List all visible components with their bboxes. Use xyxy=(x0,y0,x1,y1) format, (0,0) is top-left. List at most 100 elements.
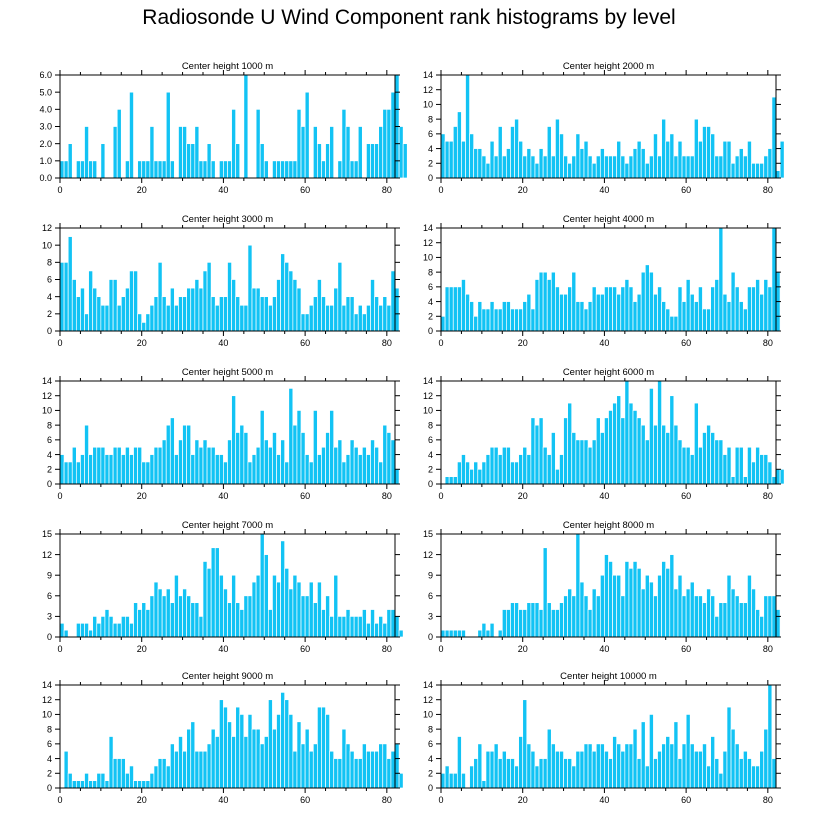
plot-frame xyxy=(440,684,777,789)
histogram-bar xyxy=(730,476,736,485)
histogram-bar xyxy=(677,140,683,179)
y-tick-label: 12 xyxy=(42,223,52,233)
histogram-bar xyxy=(272,432,277,485)
histogram-bar xyxy=(325,714,330,789)
y-tick-label: 0 xyxy=(47,783,52,793)
histogram-bar xyxy=(223,461,228,485)
histogram-bar xyxy=(677,286,683,332)
histogram-bar xyxy=(718,772,724,789)
histogram-bar xyxy=(657,286,662,332)
histogram-bar xyxy=(169,160,175,179)
x-tick-label: 0 xyxy=(438,795,443,805)
histogram-bar xyxy=(67,461,73,485)
histogram-bar xyxy=(669,395,675,485)
histogram-bar xyxy=(202,561,208,638)
histogram-bar xyxy=(149,454,155,485)
histogram-bar xyxy=(673,155,679,179)
histogram-bar xyxy=(67,143,73,179)
histogram-bar xyxy=(210,547,216,638)
histogram-bar xyxy=(608,561,613,638)
histogram-bar xyxy=(263,439,269,485)
histogram-bar xyxy=(112,126,118,179)
histogram-bar xyxy=(759,293,765,332)
x-tick-label: 40 xyxy=(218,795,228,805)
histogram-bar xyxy=(165,304,171,332)
histogram-bar xyxy=(775,609,781,638)
histogram-bar xyxy=(194,126,200,179)
y-tick-label: 8 xyxy=(47,724,52,734)
histogram-bar xyxy=(665,140,671,179)
histogram-bar xyxy=(133,780,138,789)
histogram-bar xyxy=(67,772,73,789)
histogram-bar xyxy=(538,148,544,179)
histogram-bar xyxy=(84,772,89,789)
histogram-bar xyxy=(738,148,744,179)
histogram-bar xyxy=(190,143,196,179)
histogram-bar xyxy=(280,540,286,638)
histogram-bar xyxy=(223,296,228,332)
histogram-bar xyxy=(661,118,667,179)
histogram-bar xyxy=(92,616,98,638)
histogram-bar xyxy=(767,461,773,485)
histogram-bar xyxy=(698,595,703,638)
histogram-bar xyxy=(734,286,740,332)
histogram-bar xyxy=(210,296,216,332)
histogram-bar xyxy=(378,304,384,332)
histogram-bar xyxy=(461,140,466,179)
histogram-bar xyxy=(612,574,618,638)
histogram-panel: Center height 3000 m 0 2 4 6 8 10 12 0 20 40 60 80 xyxy=(42,214,400,348)
histogram-bar xyxy=(194,439,200,485)
x-tick-label: 0 xyxy=(57,185,62,195)
histogram-bar xyxy=(481,780,487,789)
histogram-bar xyxy=(497,126,503,179)
histogram-bar xyxy=(751,286,756,332)
histogram-bar xyxy=(559,602,564,638)
histogram-bar xyxy=(759,750,765,789)
histogram-bar xyxy=(137,446,143,485)
histogram-bar xyxy=(595,155,601,179)
histogram-bar xyxy=(579,581,585,638)
histogram-bar xyxy=(357,304,363,332)
histogram-bar xyxy=(698,286,703,332)
histogram-bar xyxy=(579,750,585,789)
histogram-bar xyxy=(210,728,216,789)
histogram-bar xyxy=(108,736,114,789)
histogram-bar xyxy=(620,155,626,179)
histogram-bar xyxy=(567,402,573,485)
histogram-bar xyxy=(550,432,556,485)
histogram-bar xyxy=(80,622,85,638)
y-tick-label: 12 xyxy=(423,550,433,560)
histogram-bar xyxy=(88,629,94,638)
histogram-bar xyxy=(349,296,355,332)
histogram-bar xyxy=(477,148,483,179)
histogram-bar xyxy=(296,287,302,332)
histogram-bar xyxy=(390,609,396,638)
histogram-bar xyxy=(178,736,183,789)
histogram-bar xyxy=(104,780,110,789)
histogram-bar xyxy=(357,616,363,638)
histogram-bar xyxy=(485,629,491,638)
histogram-bar xyxy=(612,736,618,789)
histogram-bar xyxy=(604,155,609,179)
histogram-bar xyxy=(726,706,732,789)
x-tick-label: 60 xyxy=(300,491,310,501)
histogram-bar xyxy=(563,417,568,485)
histogram-bar xyxy=(722,602,728,638)
histogram-bar xyxy=(125,287,130,332)
histogram-bar xyxy=(706,126,711,179)
histogram-bar xyxy=(526,602,532,638)
histogram-bar xyxy=(644,574,650,638)
histogram-bar xyxy=(575,750,581,789)
y-tick-label: 10 xyxy=(423,253,433,263)
histogram-bar xyxy=(714,758,720,789)
histogram-bar xyxy=(243,304,249,332)
x-tick-label: 40 xyxy=(218,644,228,654)
histogram-bar xyxy=(693,301,699,332)
histogram-bar xyxy=(461,454,466,485)
histogram-bar xyxy=(452,629,458,638)
histogram-bar xyxy=(734,155,740,179)
histogram-bar xyxy=(239,424,245,485)
histogram-bar xyxy=(251,728,257,789)
histogram-bar xyxy=(448,286,454,332)
histogram-bar xyxy=(591,588,597,638)
